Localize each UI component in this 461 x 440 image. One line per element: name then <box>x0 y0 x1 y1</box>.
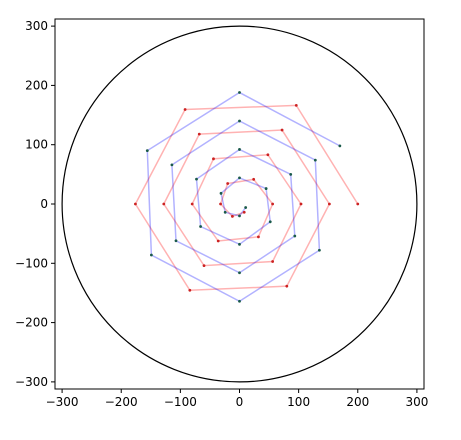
point <box>223 210 227 214</box>
point <box>252 177 256 181</box>
point <box>285 284 289 288</box>
point <box>356 202 360 206</box>
point <box>242 210 246 214</box>
point <box>299 202 303 206</box>
point <box>231 214 234 218</box>
point <box>289 172 293 176</box>
point <box>174 239 178 243</box>
point <box>197 132 201 136</box>
point <box>183 108 187 111</box>
point <box>190 202 194 206</box>
point <box>238 119 241 123</box>
point <box>313 158 317 162</box>
point <box>134 202 137 206</box>
point <box>219 191 223 195</box>
point <box>219 202 222 206</box>
point <box>199 225 202 228</box>
x-tick-label: −300 <box>46 395 79 409</box>
x-tick-label: −200 <box>105 395 138 409</box>
point <box>202 264 206 268</box>
y-tick-label: 0 <box>40 197 48 211</box>
point <box>264 187 268 190</box>
point <box>293 234 297 238</box>
x-tick-label: 100 <box>287 395 310 409</box>
point <box>244 206 248 209</box>
y-tick-label: 200 <box>25 78 48 92</box>
x-tick-label: 300 <box>405 395 428 409</box>
series-line <box>134 104 359 292</box>
y-tick-label: 300 <box>25 19 48 33</box>
point <box>271 260 275 263</box>
y-tick-label: −100 <box>15 256 48 270</box>
point <box>327 202 331 206</box>
y-tick-label: −200 <box>15 316 48 330</box>
point <box>238 91 241 94</box>
point <box>271 202 275 206</box>
point <box>338 144 342 148</box>
point <box>317 248 321 252</box>
axes-frame <box>54 18 425 390</box>
point <box>238 176 241 180</box>
point <box>238 242 241 246</box>
point <box>212 157 215 161</box>
x-tick-label: 200 <box>346 395 369 409</box>
point <box>170 163 174 167</box>
y-tick-label: −300 <box>15 375 48 389</box>
point <box>238 271 241 275</box>
point <box>216 239 220 243</box>
point <box>280 128 284 132</box>
circle <box>61 25 418 383</box>
point <box>294 103 298 107</box>
point <box>162 202 166 206</box>
point <box>238 148 241 151</box>
x-tick-label: 0 <box>236 395 244 409</box>
y-tick-label: 100 <box>25 138 48 152</box>
point <box>195 177 198 181</box>
point <box>226 182 230 185</box>
point <box>145 149 149 153</box>
point <box>266 153 270 157</box>
point <box>268 220 272 224</box>
point <box>238 214 241 218</box>
series-line <box>146 91 341 303</box>
point <box>149 253 153 257</box>
point <box>188 288 192 292</box>
point <box>257 235 260 239</box>
point <box>238 299 241 303</box>
x-tick-label: −100 <box>164 395 197 409</box>
